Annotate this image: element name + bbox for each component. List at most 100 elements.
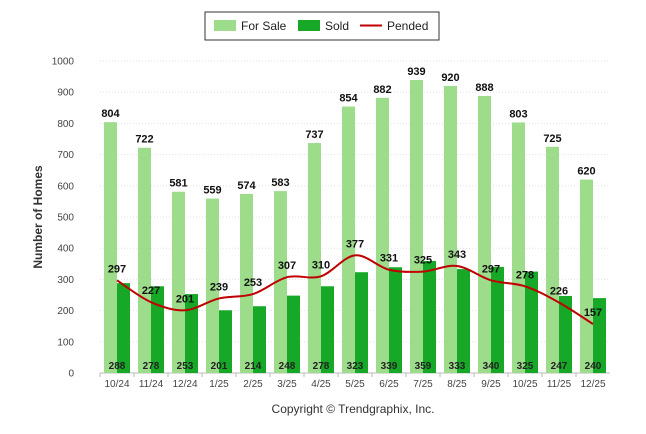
for-sale-value-label: 722 xyxy=(135,134,153,146)
for-sale-value-label: 939 xyxy=(407,66,425,78)
sold-value-label: 359 xyxy=(415,361,432,372)
x-tick-label: 4/25 xyxy=(311,379,331,390)
pended-value-label: 253 xyxy=(244,277,262,289)
sold-value-label: 240 xyxy=(585,361,602,372)
x-tick-label: 9/25 xyxy=(481,379,501,390)
sold-value-label: 247 xyxy=(551,361,568,372)
y-axis-title: Number of Homes xyxy=(31,165,45,269)
y-tick-label: 200 xyxy=(57,306,74,317)
bar-sold xyxy=(219,310,232,373)
pended-line-group xyxy=(116,254,594,325)
for-sale-value-label: 882 xyxy=(373,84,391,96)
sold-value-label: 278 xyxy=(313,361,330,372)
bar-sold xyxy=(355,272,368,373)
bar-for-sale xyxy=(410,80,423,374)
pended-value-label: 377 xyxy=(346,238,364,250)
pended-value-label: 278 xyxy=(516,269,534,281)
bar-for-sale xyxy=(512,122,525,374)
pended-value-label: 325 xyxy=(414,255,432,267)
for-sale-value-label: 888 xyxy=(475,82,493,94)
bar-for-sale xyxy=(138,147,151,373)
x-tick-label: 2/25 xyxy=(243,379,263,390)
bar-for-sale xyxy=(240,193,253,373)
sold-value-label: 339 xyxy=(381,361,398,372)
x-tick-label: 10/25 xyxy=(512,379,537,390)
y-tick-label: 1000 xyxy=(52,57,75,68)
y-tick-label: 500 xyxy=(57,213,74,224)
bar-sold xyxy=(151,286,164,373)
bars xyxy=(104,80,606,374)
bar-sold xyxy=(185,294,198,373)
bar-sold xyxy=(117,283,130,373)
y-tick-label: 700 xyxy=(57,150,74,161)
x-axis-ticks: 10/24 11/24 12/24 1/25 2/25 3/25 4/25 5/25 6/25 7… xyxy=(99,373,606,390)
sold-value-label: 323 xyxy=(347,361,364,372)
bar-sold xyxy=(593,298,606,373)
for-sale-value-label: 737 xyxy=(305,129,323,141)
bar-sold xyxy=(423,260,436,373)
x-tick-label: 11/24 xyxy=(139,379,164,390)
bar-for-sale xyxy=(580,179,593,373)
for-sale-value-label: 559 xyxy=(203,185,221,197)
y-tick-label: 600 xyxy=(57,181,74,192)
x-tick-label: 6/25 xyxy=(379,379,399,390)
y-tick-label: 900 xyxy=(57,88,74,99)
x-tick-label: 11/25 xyxy=(547,379,572,390)
pended-value-label: 201 xyxy=(176,293,194,305)
y-tick-label: 400 xyxy=(57,244,74,255)
legend-label-for-sale: For Sale xyxy=(241,19,287,33)
pended-value-label: 343 xyxy=(448,249,466,261)
sold-value-label: 340 xyxy=(483,361,500,372)
legend-label-pended: Pended xyxy=(387,19,428,33)
for-sale-value-label: 920 xyxy=(441,72,459,84)
bar-sold xyxy=(287,295,300,373)
bar-for-sale xyxy=(342,106,355,373)
sold-value-label: 201 xyxy=(211,361,228,372)
bar-sold xyxy=(525,271,538,373)
bar-sold xyxy=(253,306,266,373)
for-sale-value-label: 574 xyxy=(237,180,256,192)
sold-value-label: 214 xyxy=(245,361,262,372)
legend-swatch-for-sale xyxy=(214,20,236,31)
data-labels: 804 288 722 278 581 253 559 201 574 214 583 248 737 2… xyxy=(101,66,602,372)
bar-for-sale xyxy=(206,198,219,373)
for-sale-value-label: 583 xyxy=(271,177,289,189)
x-tick-label: 3/25 xyxy=(277,379,297,390)
sold-value-label: 288 xyxy=(109,361,126,372)
sold-value-label: 248 xyxy=(279,361,296,372)
x-tick-label: 8/25 xyxy=(447,379,467,390)
bar-for-sale xyxy=(444,85,457,374)
y-axis-ticks: 0 100 200 300 400 500 600 700 800 900 1000 xyxy=(52,57,75,380)
bar-sold xyxy=(559,295,572,373)
sold-value-label: 333 xyxy=(449,361,466,372)
bar-for-sale xyxy=(274,191,287,373)
for-sale-value-label: 854 xyxy=(339,93,358,105)
pended-line xyxy=(116,254,594,325)
pended-value-label: 331 xyxy=(380,253,398,265)
legend-label-sold: Sold xyxy=(325,19,349,33)
legend-swatch-sold xyxy=(298,20,320,31)
pended-value-label: 297 xyxy=(482,263,500,275)
sold-value-label: 253 xyxy=(177,361,194,372)
bar-sold xyxy=(389,267,402,373)
for-sale-value-label: 725 xyxy=(543,133,561,145)
x-tick-label: 12/24 xyxy=(172,379,197,390)
bar-sold xyxy=(321,286,334,373)
pended-value-label: 307 xyxy=(278,260,296,272)
x-tick-label: 5/25 xyxy=(345,379,365,390)
copyright-credit: Copyright © Trendgraphix, Inc. xyxy=(272,402,435,416)
y-tick-label: 100 xyxy=(57,337,74,348)
bar-for-sale xyxy=(546,146,559,373)
bar-for-sale xyxy=(172,191,185,373)
pended-value-label: 226 xyxy=(550,285,568,297)
bar-for-sale xyxy=(478,95,491,373)
sold-value-label: 278 xyxy=(143,361,160,372)
pended-value-label: 310 xyxy=(312,259,330,271)
bar-sold xyxy=(457,269,470,373)
y-tick-label: 0 xyxy=(68,369,74,380)
bar-for-sale xyxy=(104,122,117,373)
x-tick-label: 7/25 xyxy=(413,379,433,390)
bar-for-sale xyxy=(376,97,389,373)
pended-value-label: 297 xyxy=(108,263,126,275)
